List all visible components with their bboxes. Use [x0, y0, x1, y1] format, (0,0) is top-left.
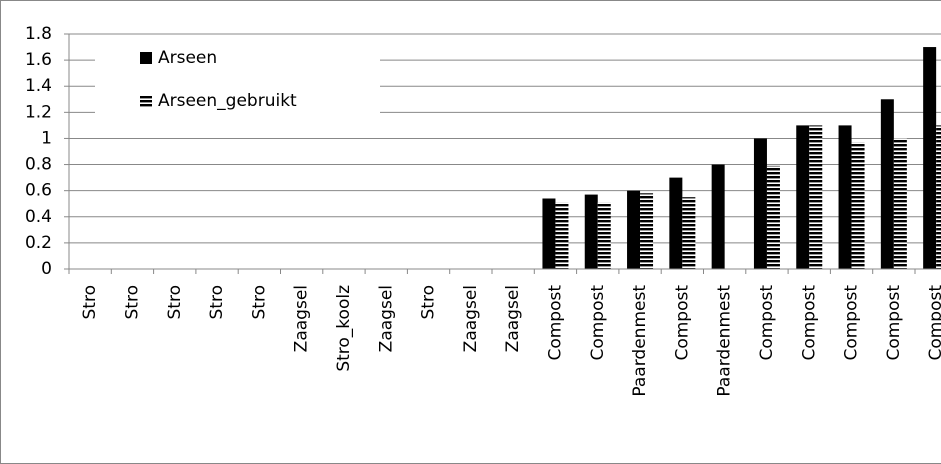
bar [640, 193, 654, 269]
bar [627, 190, 641, 269]
y-tick-label: 1.8 [25, 24, 52, 44]
bar [766, 165, 780, 269]
x-tick-label: Zaagsel [292, 285, 312, 352]
x-tick-label: Paardenmest [715, 285, 735, 397]
bar [796, 125, 810, 269]
bar [851, 142, 865, 269]
y-tick-label: 0.6 [25, 181, 52, 201]
x-tick-label: Zaagsel [376, 285, 396, 352]
x-tick-label: Stro [122, 285, 142, 319]
x-tick-label: Compost [842, 285, 862, 361]
x-tick-label: Compost [545, 285, 565, 361]
x-tick-label: Paardenmest [630, 285, 650, 397]
bar [542, 198, 556, 269]
legend-swatch [140, 52, 152, 64]
legend-swatch [140, 95, 152, 107]
x-tick-label: Stro [419, 285, 439, 319]
y-tick-label: 0.4 [25, 207, 52, 227]
legend-label: Arseen_gebruikt [158, 91, 297, 111]
x-tick-label: Compost [757, 285, 777, 361]
x-tick-label: Compost [884, 285, 904, 361]
x-tick-label: Compost [926, 285, 941, 361]
legend-label: Arseen [158, 48, 217, 68]
x-tick-label: Zaagsel [461, 285, 481, 352]
bar [936, 125, 941, 269]
bar [838, 125, 852, 269]
bar [597, 202, 611, 269]
x-tick-label: Stro [249, 285, 269, 319]
x-tick-label: Zaagsel [503, 285, 523, 352]
bar [711, 164, 725, 269]
bar [753, 138, 767, 269]
bar [893, 138, 907, 269]
y-tick-label: 1 [41, 128, 52, 148]
bar [555, 202, 569, 269]
x-tick-label: Compost [588, 285, 608, 361]
bar [682, 197, 696, 269]
x-tick-label: Compost [799, 285, 819, 361]
x-tick-label: Stro [165, 285, 185, 319]
bar [809, 125, 823, 269]
y-tick-label: 0.8 [25, 155, 52, 175]
x-tick-label: Compost [672, 285, 692, 361]
bar [669, 177, 683, 269]
x-tick-label: Stro_koolz [334, 285, 354, 372]
y-tick-label: 0.2 [25, 233, 52, 253]
y-tick-label: 1.4 [25, 76, 52, 96]
y-tick-label: 1.6 [25, 50, 52, 70]
bar [880, 99, 894, 270]
y-tick-label: 1.2 [25, 102, 52, 122]
bar [923, 47, 937, 269]
x-tick-label: Stro [80, 285, 100, 319]
x-tick-label: Stro [207, 285, 227, 319]
bar [584, 194, 598, 269]
y-tick-label: 0 [41, 259, 52, 279]
